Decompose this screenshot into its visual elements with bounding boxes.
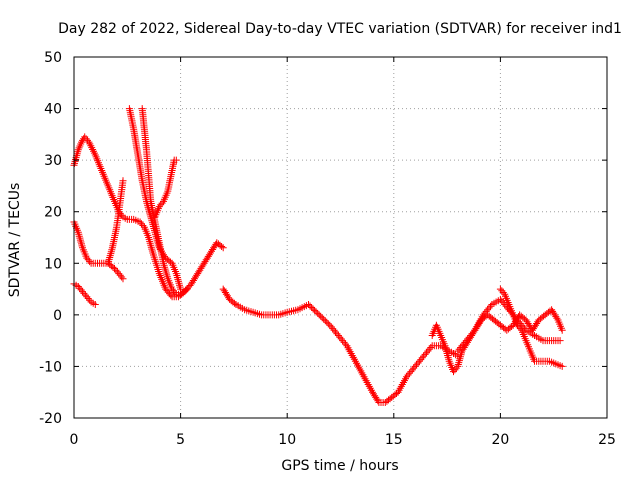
y-tick-label: 30 [44, 153, 62, 169]
series-D [104, 177, 127, 267]
x-axis: 0 5 10 15 20 25 [70, 57, 616, 448]
x-tick-label: 20 [491, 432, 509, 448]
series-H [219, 285, 462, 406]
y-tick-label: 10 [44, 256, 62, 272]
series-G [151, 156, 180, 221]
y-axis-label: SDTVAR / TECUs [7, 183, 23, 298]
series-B [70, 218, 127, 283]
x-tick-label: 15 [385, 432, 403, 448]
y-tick-label: 0 [53, 308, 62, 324]
x-tick-label: 5 [176, 432, 185, 448]
y-tick-label: 40 [44, 102, 62, 118]
y-tick-label: -10 [39, 359, 62, 375]
y-tick-label: -20 [39, 411, 62, 427]
x-tick-label: 25 [598, 432, 616, 448]
plot-frame [73, 56, 608, 419]
y-axis: -20 -10 0 10 20 30 40 50 [39, 50, 607, 427]
series-K [496, 285, 566, 370]
y-tick-label: 50 [44, 50, 62, 66]
chart-title: Day 282 of 2022, Sidereal Day-to-day VTE… [58, 21, 622, 37]
series-C [70, 280, 99, 308]
grid-lines [74, 57, 607, 418]
series-J [454, 295, 564, 355]
x-tick-label: 10 [278, 432, 296, 448]
x-tick-label: 0 [70, 432, 79, 448]
data-points [70, 105, 566, 406]
y-tick-label: 20 [44, 205, 62, 221]
x-axis-label: GPS time / hours [281, 458, 398, 474]
